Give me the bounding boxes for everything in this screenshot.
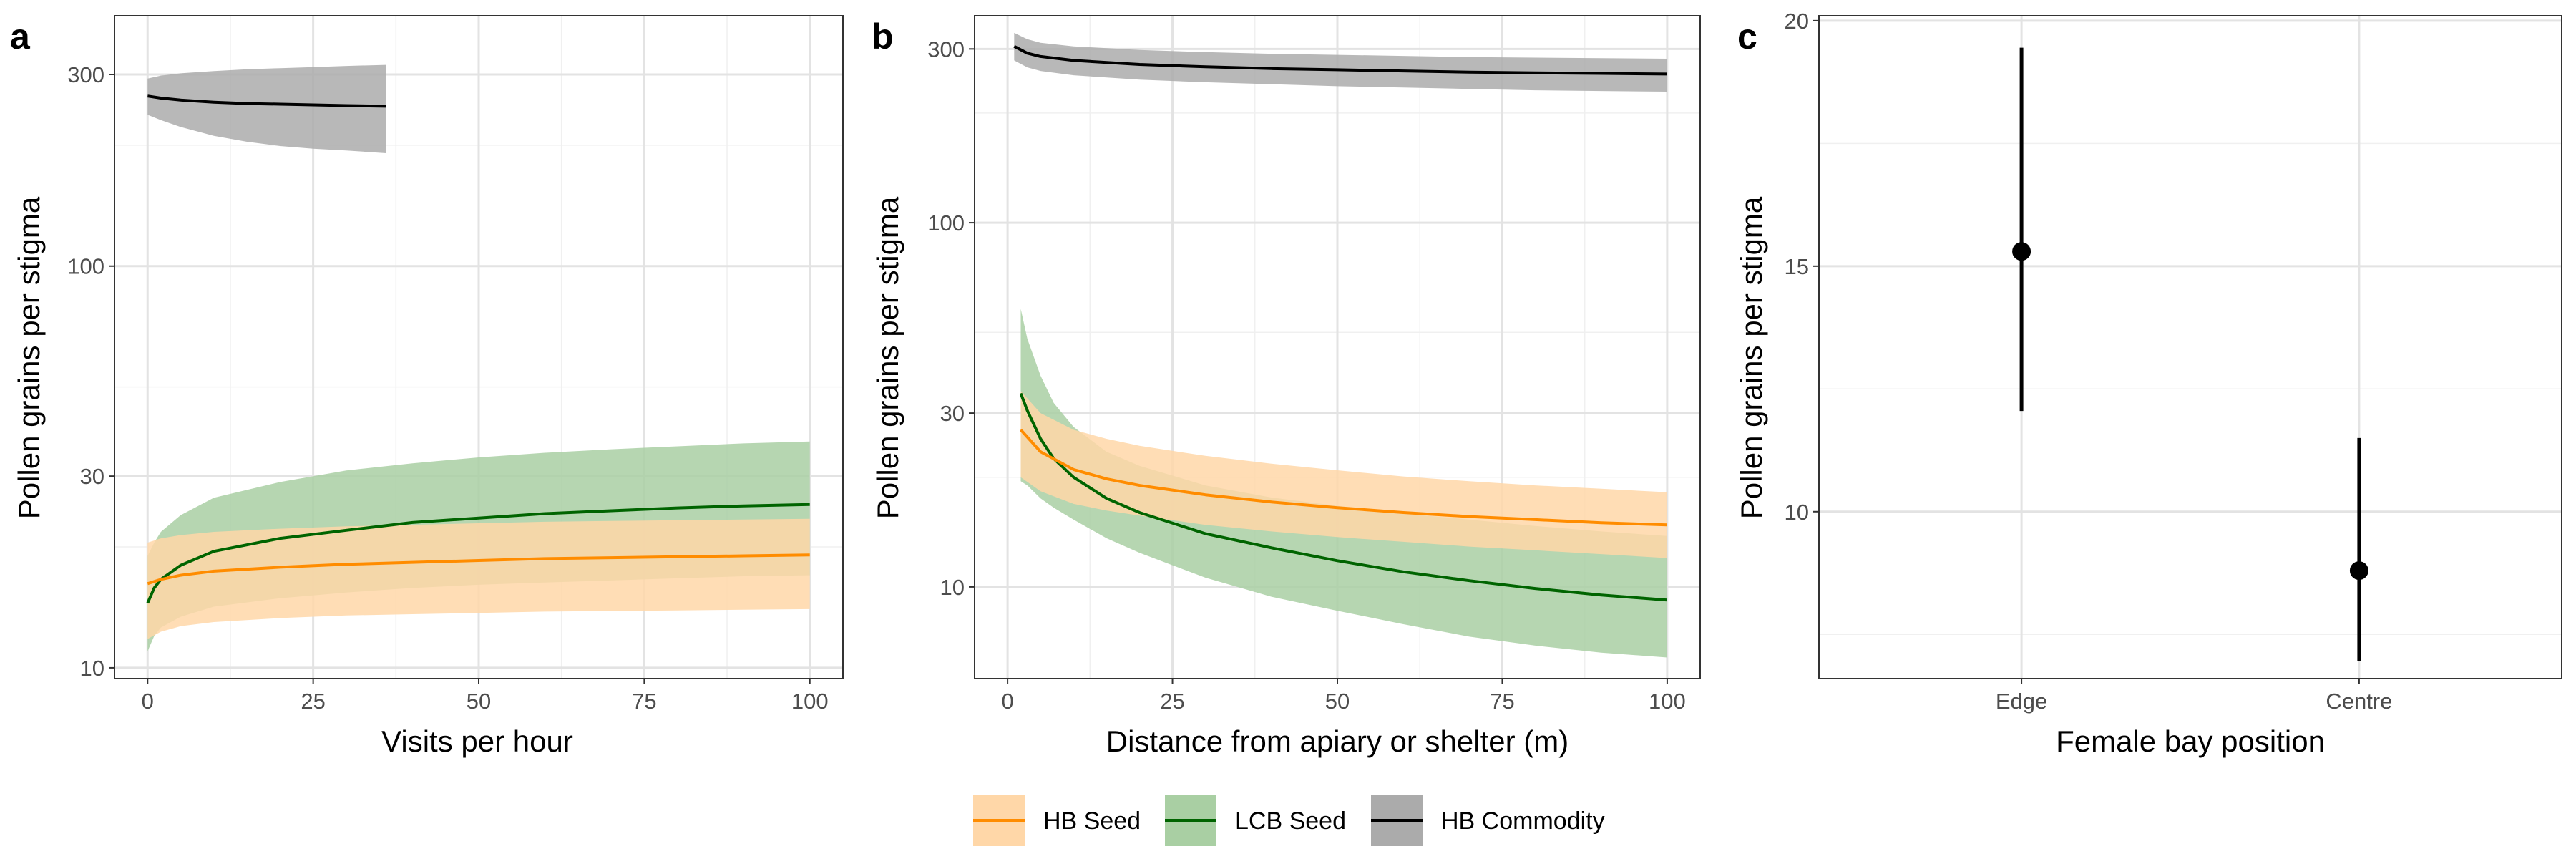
- panel-b-ribbon-hb-seed: [1020, 391, 1667, 558]
- panel-a-y-axis-title: Pollen grains per stigma: [12, 196, 46, 519]
- panel-b-ribbon-hb-commodity: [1014, 32, 1667, 92]
- legend: HB Seed LCB Seed HB Commodity: [973, 795, 1605, 846]
- panel-a: a Pollen grains per stigma Visits per ho…: [10, 16, 573, 758]
- panel-a-x-tick-label: 0: [142, 689, 154, 714]
- panel-a-x-tick-label: 100: [791, 689, 829, 714]
- panel-a-y-tick-label: 10: [80, 656, 104, 681]
- panel-c-x-tick-label: Edge: [1996, 689, 2047, 714]
- panel-b-x-tick-label: 100: [1649, 689, 1686, 714]
- panel-a-x-tick-label: 75: [632, 689, 656, 714]
- panel-a-plot: 10 30 100 300 0 25 50 75 100: [67, 15, 844, 714]
- panel-b-border: [974, 15, 1701, 679]
- panel-a-x-axis-title: Visits per hour: [381, 724, 573, 758]
- panel-c-x-tick-label: Centre: [2326, 689, 2392, 714]
- panel-c-point-edge: [2012, 242, 2031, 261]
- panel-b-y-tick-label: 10: [940, 575, 965, 600]
- panel-a-line-lcb-seed: [146, 503, 810, 604]
- panel-a-letter: a: [10, 16, 31, 57]
- panel-b-line-hb-commodity: [1013, 44, 1667, 76]
- panel-c-y-tick-label: 15: [1785, 254, 1809, 279]
- panel-b-x-tick-label: 25: [1160, 689, 1184, 714]
- panel-b-y-axis-title: Pollen grains per stigma: [871, 196, 904, 519]
- panel-a-x-tick-label: 50: [467, 689, 491, 714]
- panel-b-plot: 10 30 100 300 0 25 50 75 100: [927, 15, 1701, 714]
- panel-a-line-hb-commodity: [147, 94, 386, 108]
- panel-a-ribbon-hb-seed: [147, 518, 810, 639]
- panel-b-line-hb-seed: [1020, 429, 1667, 527]
- panel-a-y-tick-label: 30: [80, 464, 104, 489]
- panel-a-line-hb-seed: [147, 553, 810, 586]
- panel-b-letter: b: [872, 16, 894, 57]
- panel-c-plot: 10 15 20 Edge Centre: [1785, 9, 2562, 714]
- panel-b-x-tick-label: 0: [1001, 689, 1013, 714]
- panel-b: b Pollen grains per stigma Distance from…: [871, 16, 1568, 758]
- panel-c-y-axis-title: Pollen grains per stigma: [1735, 196, 1768, 519]
- panel-a-border: [114, 15, 844, 679]
- panel-c-y-tick-label: 20: [1785, 9, 1809, 34]
- panel-c-border: [1818, 15, 2562, 679]
- panel-b-y-tick-label: 30: [940, 401, 965, 426]
- panel-a-x-tick-label: 25: [301, 689, 325, 714]
- legend-label-hb-seed: HB Seed: [1043, 807, 1141, 835]
- panel-c-x-axis-title: Female bay position: [2056, 724, 2325, 758]
- panel-a-y-tick-label: 300: [67, 62, 104, 87]
- panel-b-x-tick-label: 75: [1490, 689, 1514, 714]
- panel-b-x-axis-title: Distance from apiary or shelter (m): [1106, 724, 1569, 758]
- panel-b-ribbon-lcb-seed: [1020, 309, 1667, 658]
- legend-label-hb-commodity: HB Commodity: [1441, 807, 1605, 835]
- panel-c-plot-background: [1819, 16, 2562, 679]
- panel-c: c Pollen grains per stigma Female bay po…: [1735, 16, 2325, 758]
- panel-b-y-tick-label: 100: [927, 210, 965, 236]
- panel-c-letter: c: [1737, 16, 1757, 57]
- panel-c-point-centre: [2349, 561, 2368, 581]
- panel-b-x-tick-label: 50: [1325, 689, 1350, 714]
- panel-c-y-tick-label: 10: [1785, 500, 1809, 525]
- panel-b-line-lcb-seed: [1019, 392, 1668, 602]
- panel-b-y-tick-label: 300: [927, 37, 965, 62]
- panel-a-y-tick-label: 100: [67, 254, 104, 279]
- legend-label-lcb-seed: LCB Seed: [1235, 807, 1346, 835]
- panel-a-ribbon-hb-commodity: [147, 64, 386, 153]
